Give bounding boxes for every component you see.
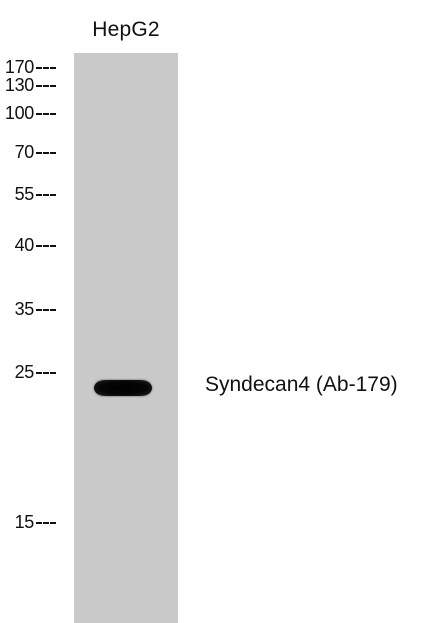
- marker-15: 15: [0, 513, 66, 531]
- marker-70: 70: [0, 143, 66, 161]
- lane-label: HepG2: [92, 18, 160, 41]
- band-label: Syndecan4 (Ab-179): [205, 373, 398, 396]
- marker-100: 100: [0, 104, 66, 122]
- marker-55: 55: [0, 185, 66, 203]
- marker-25: 25: [0, 363, 66, 381]
- protein-band: [94, 380, 152, 396]
- marker-35: 35: [0, 300, 66, 318]
- marker-40: 40: [0, 236, 66, 254]
- marker-130: 130: [0, 76, 66, 94]
- gel-lane: [74, 53, 178, 623]
- marker-170: 170: [0, 58, 66, 76]
